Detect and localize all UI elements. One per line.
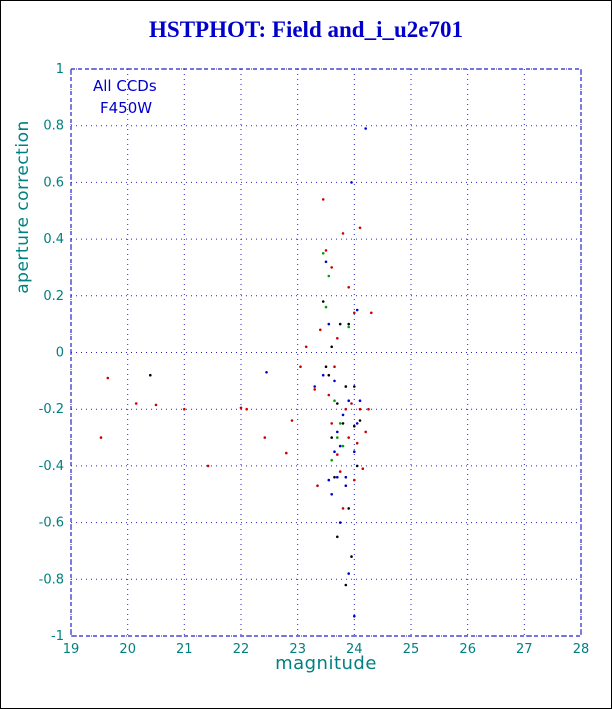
svg-text:0: 0 [56, 346, 64, 361]
annotation-all-ccds: All CCDs [93, 77, 157, 95]
svg-text:0.4: 0.4 [43, 232, 64, 247]
svg-text:25: 25 [403, 642, 420, 657]
svg-text:20: 20 [119, 642, 136, 657]
svg-text:-0.8: -0.8 [39, 572, 64, 587]
svg-text:21: 21 [176, 642, 193, 657]
svg-text:26: 26 [459, 642, 476, 657]
svg-text:22: 22 [233, 642, 250, 657]
svg-text:1: 1 [56, 62, 64, 77]
svg-text:28: 28 [573, 642, 590, 657]
svg-text:0.8: 0.8 [43, 119, 64, 134]
svg-text:-0.6: -0.6 [39, 516, 64, 531]
annotation-filter-f450w: F450W [100, 99, 153, 117]
plot-title: HSTPHOT: Field and_i_u2e701 [149, 17, 463, 42]
svg-text:27: 27 [516, 642, 533, 657]
svg-text:-0.2: -0.2 [39, 402, 64, 417]
svg-text:24: 24 [346, 642, 363, 657]
svg-text:0.2: 0.2 [43, 289, 64, 304]
svg-text:-0.4: -0.4 [39, 459, 64, 474]
svg-text:0.6: 0.6 [43, 175, 64, 190]
y-axis-label: aperture correction [13, 120, 33, 294]
x-axis-label: magnitude [275, 653, 377, 674]
svg-text:-1: -1 [51, 629, 64, 644]
svg-text:19: 19 [63, 642, 80, 657]
svg-text:23: 23 [289, 642, 306, 657]
